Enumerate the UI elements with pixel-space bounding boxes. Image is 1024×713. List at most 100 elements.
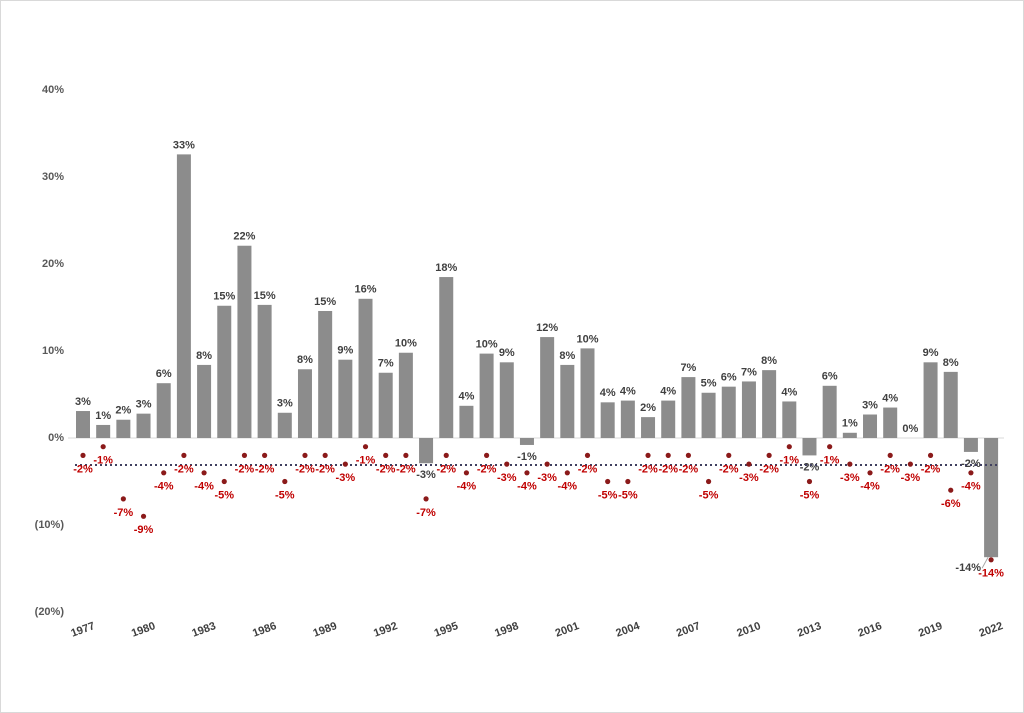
y-tick-label: 0% — [48, 432, 64, 444]
bar-label: 5% — [701, 378, 717, 390]
bar — [378, 372, 393, 438]
bar — [176, 154, 191, 438]
bar-label: 8% — [559, 350, 575, 362]
dot — [342, 461, 348, 467]
bar — [297, 369, 312, 438]
dot-label: -4% — [961, 481, 981, 493]
dot — [685, 452, 692, 458]
dot-label: -2% — [477, 463, 497, 475]
bar — [560, 364, 575, 438]
bar — [439, 277, 454, 438]
dot-label: -2% — [73, 463, 93, 475]
bar-label: 7% — [741, 366, 757, 378]
bar-label: 9% — [923, 347, 939, 359]
bar — [277, 412, 292, 438]
dot — [887, 452, 893, 458]
dot-label: -4% — [860, 481, 880, 493]
dot — [746, 461, 752, 467]
bar — [842, 432, 857, 438]
dot — [221, 478, 227, 485]
dot — [665, 452, 671, 458]
dot-label: -1% — [93, 455, 113, 467]
bar — [661, 400, 676, 438]
bar — [459, 405, 474, 438]
bar — [701, 392, 716, 438]
bar — [802, 438, 817, 456]
bar-label: 4% — [781, 386, 797, 398]
dot-label: -4% — [457, 481, 477, 493]
dot-label: -2% — [235, 463, 255, 475]
dot-label: -6% — [941, 498, 961, 510]
bar-label: 0% — [902, 423, 918, 435]
bar — [197, 364, 212, 438]
dot-label: -4% — [194, 481, 214, 493]
dot-label: -3% — [336, 472, 356, 484]
bar — [116, 419, 131, 438]
dot-label: -5% — [214, 489, 234, 501]
y-tick-label: 20% — [42, 258, 64, 270]
bar — [76, 411, 90, 438]
bar — [257, 304, 272, 438]
bar-label: 8% — [761, 355, 777, 367]
dot — [847, 461, 853, 467]
dot-label: -2% — [376, 463, 396, 475]
bar-label: 9% — [337, 345, 353, 357]
dot — [463, 470, 470, 476]
dot — [907, 461, 913, 467]
bar-label: 10% — [395, 338, 417, 350]
dot — [241, 452, 248, 458]
y-tick-label: 40% — [42, 84, 64, 96]
dot-label: -2% — [679, 463, 699, 475]
bar-label: 22% — [233, 231, 255, 243]
dot-label: -2% — [719, 463, 739, 475]
dot-label: -2% — [880, 463, 900, 475]
bar — [822, 385, 837, 438]
bar-label: 8% — [196, 350, 212, 362]
bar — [580, 348, 595, 438]
bar — [136, 413, 151, 438]
bar-label: 4% — [660, 385, 676, 397]
y-tick-label: (10%) — [35, 519, 65, 531]
dot-label: -2% — [255, 463, 275, 475]
dot-label: -5% — [618, 489, 638, 501]
dot — [988, 557, 994, 563]
bar-label: 6% — [822, 371, 838, 383]
dot — [322, 452, 328, 458]
dot-label: -2% — [295, 463, 315, 475]
bar — [519, 438, 534, 445]
dot-label: -9% — [134, 524, 154, 536]
bar-label: -2% — [961, 458, 981, 470]
bar — [318, 310, 333, 438]
bar — [782, 401, 797, 438]
leader-line — [981, 556, 989, 569]
dot-label: -14% — [978, 568, 1004, 580]
bar-label: 12% — [536, 322, 558, 334]
dot — [362, 444, 369, 450]
bar-label: -14% — [955, 562, 981, 574]
bar — [237, 245, 252, 438]
dot — [827, 444, 833, 450]
bar — [863, 414, 878, 438]
dot — [282, 478, 288, 485]
bar-label: 9% — [499, 347, 515, 359]
bar-label: 8% — [297, 354, 313, 366]
bar-label: 4% — [600, 387, 616, 399]
dot — [120, 496, 126, 502]
bar — [721, 386, 736, 438]
dot-label: -3% — [901, 472, 921, 484]
dot-label: -2% — [396, 463, 416, 475]
bar-label: -1% — [517, 451, 537, 463]
dot-label: -3% — [497, 472, 517, 484]
bar-label: 15% — [213, 291, 235, 303]
dot-label: -4% — [154, 481, 174, 493]
bar — [681, 377, 696, 438]
dot — [766, 452, 772, 458]
dot — [867, 470, 873, 476]
bar — [338, 359, 353, 438]
dot-label: -2% — [759, 463, 779, 475]
dot — [544, 461, 550, 467]
bar-label: 3% — [277, 398, 293, 410]
dot — [484, 452, 490, 458]
bar-label: 2% — [640, 402, 656, 414]
bar — [620, 400, 635, 438]
